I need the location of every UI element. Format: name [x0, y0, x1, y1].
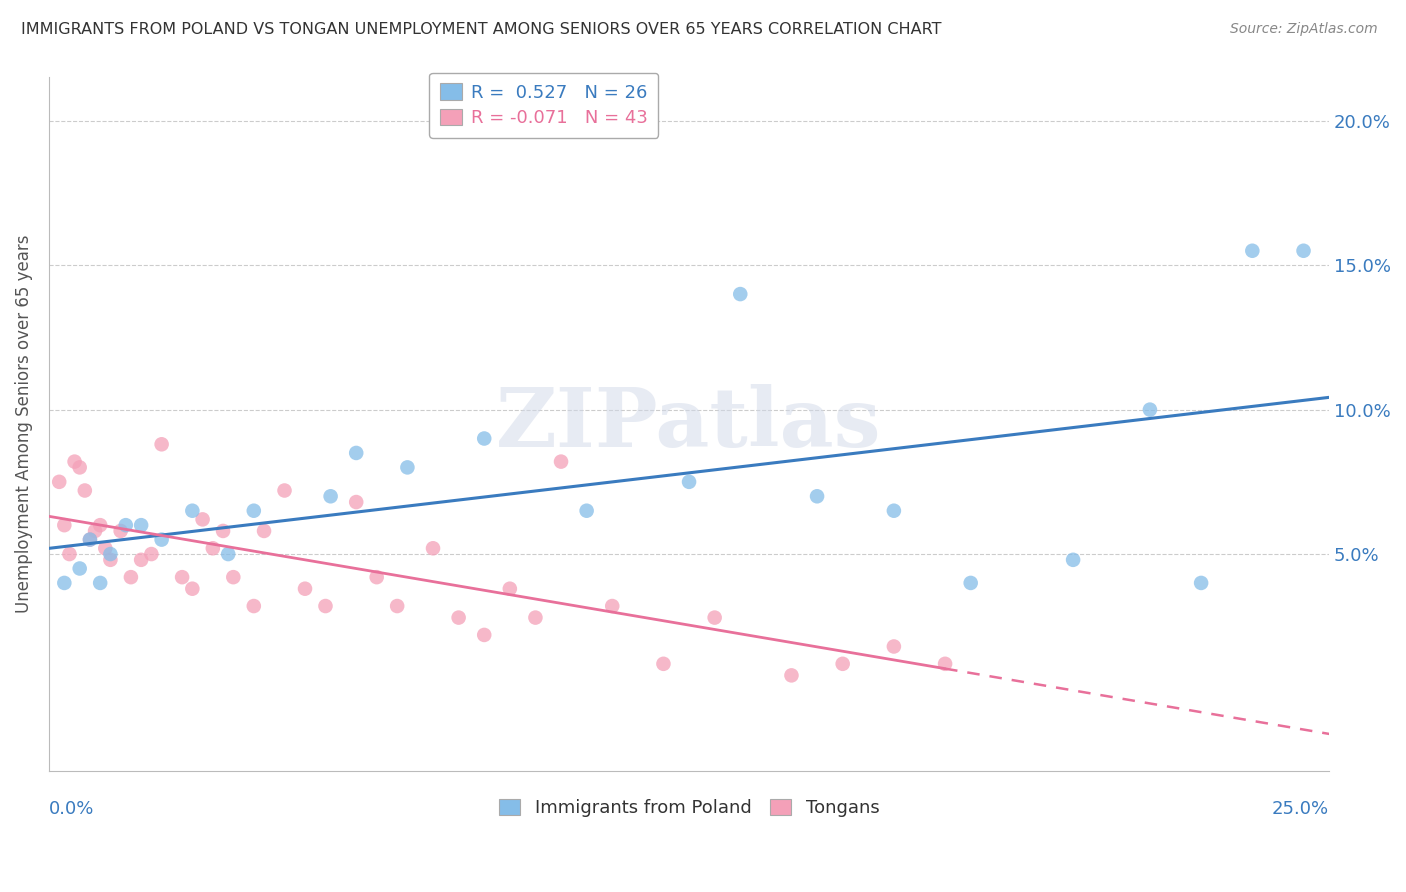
Point	[730, 287, 752, 301]
Point	[600, 599, 623, 613]
Point	[703, 610, 725, 624]
Point	[53, 518, 76, 533]
Point	[84, 524, 107, 538]
Point	[150, 437, 173, 451]
Point	[959, 576, 981, 591]
Point	[447, 610, 470, 624]
Point	[1189, 576, 1212, 591]
Point	[253, 524, 276, 538]
Point	[550, 455, 572, 469]
Point	[53, 576, 76, 591]
Point	[129, 553, 152, 567]
Point	[806, 489, 828, 503]
Point	[58, 547, 80, 561]
Point	[69, 460, 91, 475]
Point	[472, 628, 495, 642]
Point	[1241, 244, 1264, 258]
Point	[150, 533, 173, 547]
Legend: Immigrants from Poland, Tongans: Immigrants from Poland, Tongans	[492, 791, 887, 824]
Point	[1292, 244, 1315, 258]
Point	[273, 483, 295, 498]
Point	[575, 504, 598, 518]
Point	[243, 504, 266, 518]
Point	[344, 495, 367, 509]
Point	[422, 541, 444, 556]
Point	[110, 524, 132, 538]
Point	[314, 599, 336, 613]
Point	[100, 547, 122, 561]
Point	[141, 547, 163, 561]
Point	[780, 668, 803, 682]
Point	[172, 570, 194, 584]
Point	[129, 518, 152, 533]
Point	[212, 524, 235, 538]
Point	[366, 570, 388, 584]
Y-axis label: Unemployment Among Seniors over 65 years: Unemployment Among Seniors over 65 years	[15, 235, 32, 614]
Point	[89, 576, 111, 591]
Point	[1062, 553, 1084, 567]
Point	[94, 541, 117, 556]
Point	[181, 504, 204, 518]
Point	[294, 582, 316, 596]
Text: 25.0%: 25.0%	[1272, 799, 1329, 818]
Point	[1139, 402, 1161, 417]
Point	[201, 541, 224, 556]
Point	[120, 570, 142, 584]
Point	[883, 504, 905, 518]
Text: IMMIGRANTS FROM POLAND VS TONGAN UNEMPLOYMENT AMONG SENIORS OVER 65 YEARS CORREL: IMMIGRANTS FROM POLAND VS TONGAN UNEMPLO…	[21, 22, 942, 37]
Point	[385, 599, 408, 613]
Point	[114, 518, 136, 533]
Point	[89, 518, 111, 533]
Point	[934, 657, 956, 671]
Text: 0.0%: 0.0%	[49, 799, 94, 818]
Point	[79, 533, 101, 547]
Point	[63, 455, 86, 469]
Point	[319, 489, 342, 503]
Text: Source: ZipAtlas.com: Source: ZipAtlas.com	[1230, 22, 1378, 37]
Point	[181, 582, 204, 596]
Point	[222, 570, 245, 584]
Point	[396, 460, 419, 475]
Point	[831, 657, 853, 671]
Point	[524, 610, 547, 624]
Text: ZIPatlas: ZIPatlas	[496, 384, 882, 464]
Point	[678, 475, 700, 489]
Point	[191, 512, 214, 526]
Point	[652, 657, 675, 671]
Point	[79, 533, 101, 547]
Point	[243, 599, 266, 613]
Point	[73, 483, 96, 498]
Point	[100, 553, 122, 567]
Point	[217, 547, 239, 561]
Point	[69, 561, 91, 575]
Point	[499, 582, 522, 596]
Point	[48, 475, 70, 489]
Point	[472, 432, 495, 446]
Point	[883, 640, 905, 654]
Point	[344, 446, 367, 460]
